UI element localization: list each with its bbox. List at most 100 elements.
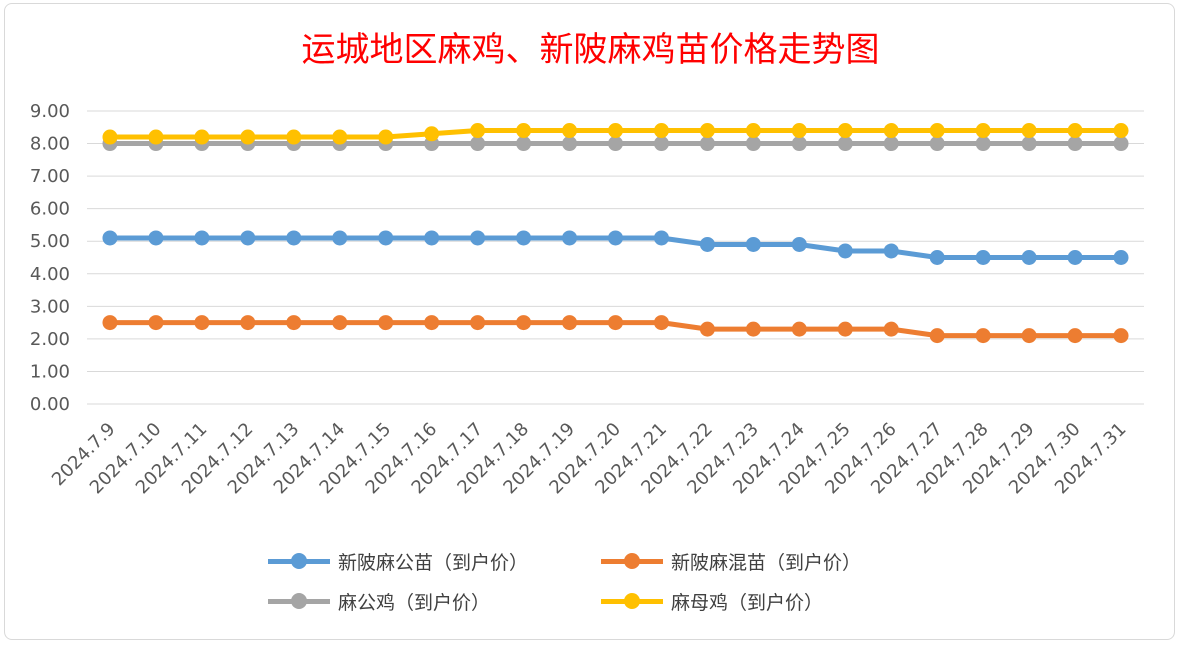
series-1 <box>102 230 1129 265</box>
y-tick-label: 0.00 <box>30 394 70 415</box>
data-point <box>1113 328 1129 344</box>
data-point <box>148 230 164 246</box>
data-point <box>837 243 853 259</box>
data-point <box>378 129 394 145</box>
data-point <box>791 123 807 139</box>
y-tick-label: 2.00 <box>30 329 70 350</box>
legend-item-series-3: 麻公鸡（到户价） <box>268 586 490 616</box>
data-point <box>148 315 164 331</box>
legend-label: 新陂麻混苗（到户价） <box>671 551 862 574</box>
data-point <box>194 230 210 246</box>
y-tick-label: 7.00 <box>30 166 70 187</box>
y-tick-label: 1.00 <box>30 361 70 382</box>
data-point <box>516 230 532 246</box>
data-point <box>883 321 899 337</box>
data-point <box>378 315 394 331</box>
data-point <box>653 123 669 139</box>
legend-item-series-2: 新陂麻混苗（到户价） <box>601 546 861 576</box>
data-point <box>378 230 394 246</box>
plot-series <box>102 123 1129 344</box>
series-2 <box>102 315 1129 344</box>
legend-item-series-4: 麻母鸡（到户价） <box>601 586 823 616</box>
y-tick-label: 9.00 <box>30 101 70 122</box>
legend-label: 麻公鸡（到户价） <box>338 591 491 614</box>
data-point <box>148 129 164 145</box>
data-point <box>1021 136 1037 152</box>
data-point <box>1113 250 1129 265</box>
data-point <box>1021 328 1037 344</box>
data-point <box>929 123 945 139</box>
data-point <box>424 315 440 331</box>
data-point <box>1067 123 1083 139</box>
legend-marker-series-2 <box>601 546 663 576</box>
data-point <box>1067 250 1083 265</box>
data-point <box>240 129 256 145</box>
data-point <box>653 136 669 152</box>
legend-item-series-1: 新陂麻公苗（到户价） <box>268 546 528 576</box>
data-point <box>699 236 715 252</box>
y-tick-label: 4.00 <box>30 264 70 285</box>
chart-title: 运城地区麻鸡、新陂麻鸡苗价格走势图 <box>301 30 880 70</box>
data-point <box>837 123 853 139</box>
data-point <box>194 315 210 331</box>
data-point <box>608 136 623 152</box>
data-point <box>975 136 991 152</box>
data-point <box>699 136 715 152</box>
data-point <box>470 315 486 331</box>
data-point <box>1067 328 1083 344</box>
data-point <box>1021 250 1037 265</box>
data-point <box>745 136 761 152</box>
data-point <box>975 123 991 139</box>
data-point <box>240 230 256 246</box>
data-point <box>699 321 715 337</box>
data-point <box>562 123 578 139</box>
data-point <box>424 126 440 142</box>
data-point <box>516 315 532 331</box>
data-point <box>1113 123 1129 139</box>
x-axis-ticks: 2024.7.92024.7.102024.7.112024.7.122024.… <box>48 419 1131 499</box>
data-point <box>791 136 807 152</box>
legend-marker-series-4 <box>601 586 663 616</box>
data-point <box>286 129 302 145</box>
data-point <box>608 123 623 139</box>
data-point <box>1021 123 1037 139</box>
data-point <box>608 230 623 246</box>
y-tick-label: 8.00 <box>30 134 70 155</box>
data-point <box>516 136 532 152</box>
y-tick-label: 3.00 <box>30 296 70 317</box>
data-point <box>745 236 761 252</box>
data-point <box>286 230 302 246</box>
data-point <box>883 123 899 139</box>
data-point <box>1067 136 1083 152</box>
data-point <box>745 123 761 139</box>
data-point <box>562 136 578 152</box>
data-point <box>883 136 899 152</box>
legend-label: 麻母鸡（到户价） <box>671 591 824 614</box>
y-axis-ticks: 0.00 1.00 2.00 3.00 4.00 5.00 6.00 7.00 8.00 9.00 <box>30 101 70 415</box>
data-point <box>470 123 486 139</box>
data-point <box>102 129 118 145</box>
data-point <box>102 230 118 246</box>
data-point <box>286 315 302 331</box>
data-point <box>837 321 853 337</box>
data-point <box>470 136 486 152</box>
data-point <box>240 315 256 331</box>
data-point <box>332 230 348 246</box>
data-point <box>516 123 532 139</box>
data-point <box>332 315 348 331</box>
data-point <box>975 250 991 265</box>
data-point <box>975 328 991 344</box>
data-point <box>194 129 210 145</box>
data-point <box>653 230 669 246</box>
data-point <box>791 236 807 252</box>
data-point <box>791 321 807 337</box>
series-4 <box>102 123 1129 145</box>
data-point <box>745 321 761 337</box>
data-point <box>424 230 440 246</box>
data-point <box>332 129 348 145</box>
data-point <box>102 315 118 331</box>
data-point <box>653 315 669 331</box>
data-point <box>562 230 578 246</box>
legend-marker-series-3 <box>268 586 330 616</box>
